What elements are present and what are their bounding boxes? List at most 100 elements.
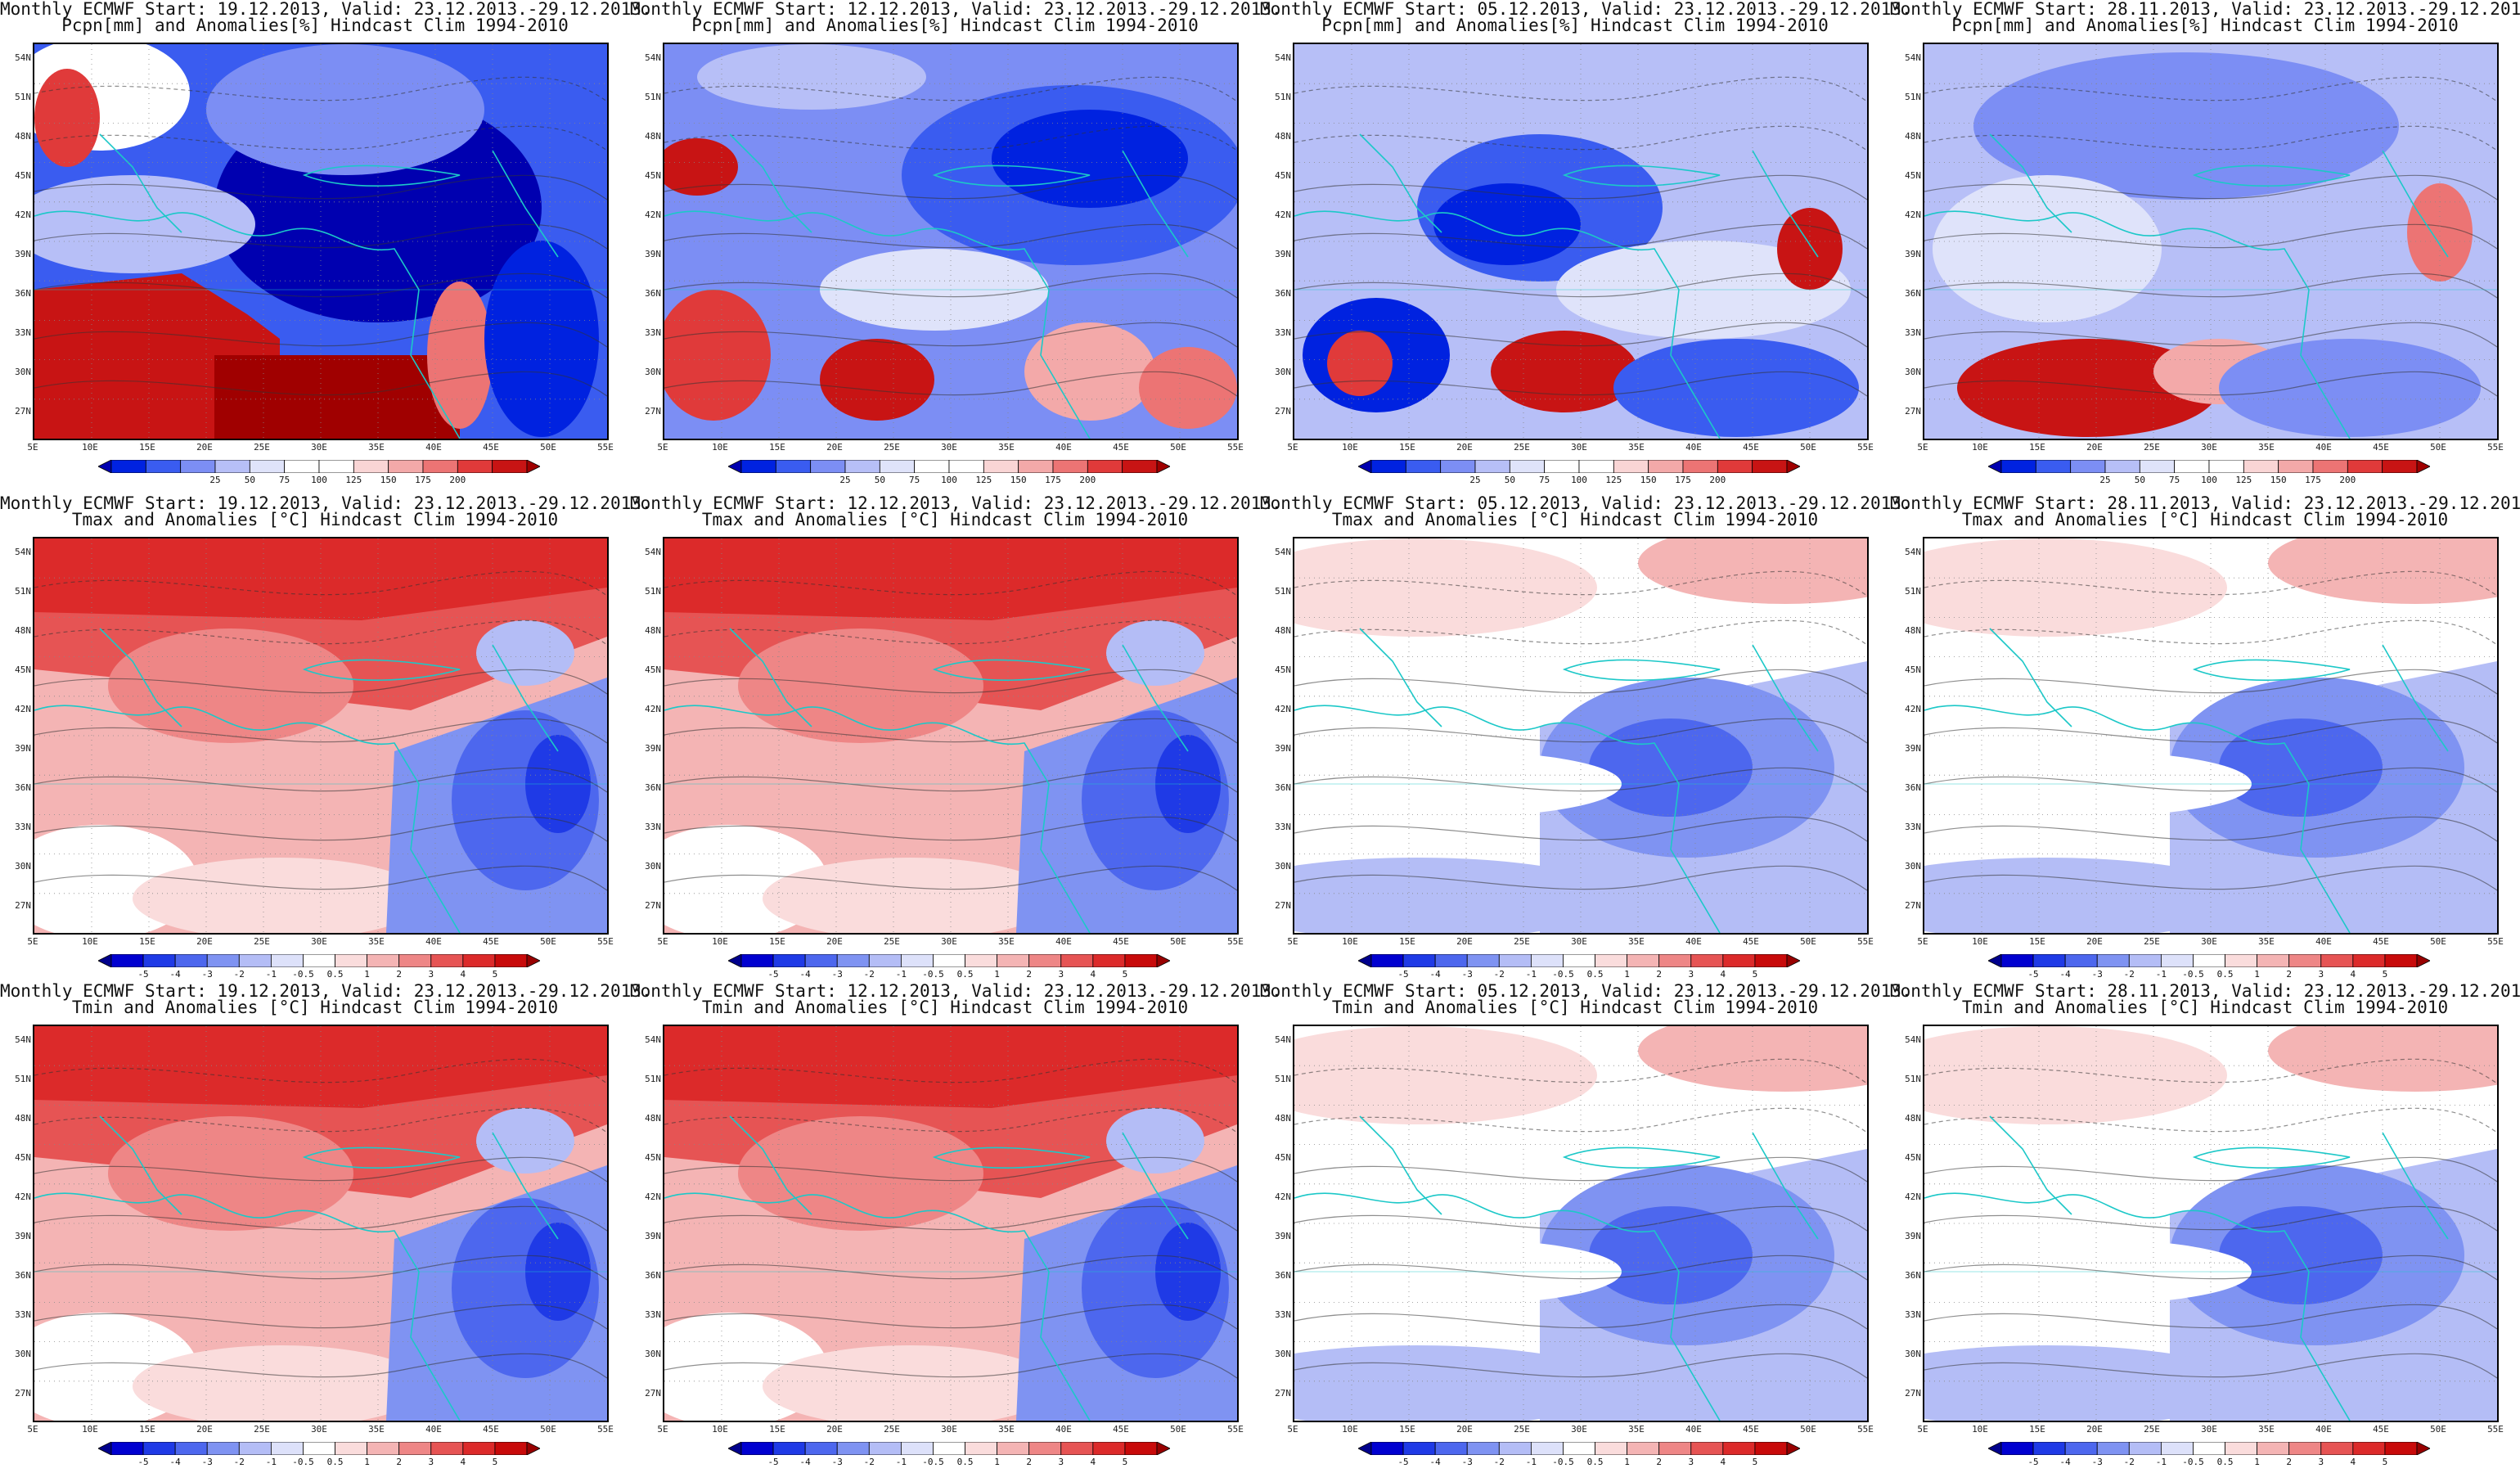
colorbar	[98, 954, 540, 967]
colorbar-tick-label: 5	[1122, 969, 1128, 980]
longitude-tick-label: 40E	[1055, 1424, 1072, 1435]
longitude-tick-label: 5E	[657, 1424, 668, 1435]
longitude-tick-label: 30E	[1571, 442, 1587, 453]
colorbar-swatch	[933, 954, 965, 967]
latitude-tick-label: 30N	[1905, 1349, 1921, 1359]
colorbar-swatch	[335, 954, 368, 967]
colorbar-tick-label: -2	[1493, 1457, 1505, 1467]
colorbar-tick-label: -3	[1461, 969, 1473, 980]
latitude-tick-label: 45N	[15, 1152, 31, 1163]
colorbar-tick-label: 50	[244, 475, 255, 485]
longitude-tick-label: 25E	[884, 442, 900, 453]
colorbar-swatch	[2384, 1442, 2418, 1455]
colorbar-tick-label: -2	[863, 1457, 875, 1467]
contour-lines	[664, 1058, 1237, 1379]
longitude-tick-label: 50E	[1170, 936, 1186, 947]
colorbar-tick-label: 100	[311, 475, 327, 485]
dry-anomaly-area	[1613, 339, 1859, 437]
colorbar-swatch	[1060, 1442, 1094, 1455]
panel-title: Monthly ECMWF Start: 28.11.2013, Valid: …	[1890, 981, 2520, 1001]
panel-title: Monthly ECMWF Start: 19.12.2013, Valid: …	[0, 981, 652, 1001]
longitude-tick-label: 40E	[425, 1424, 442, 1435]
map-panel: Monthly ECMWF Start: 19.12.2013, Valid: …	[0, 494, 652, 985]
panel-title: Monthly ECMWF Start: 05.12.2013, Valid: …	[1260, 493, 1912, 513]
colorbar-swatch	[1498, 954, 1532, 967]
latitude-tick-label: 36N	[15, 288, 31, 299]
anomaly-field	[34, 538, 607, 933]
longitude-tick-label: 35E	[368, 936, 385, 947]
longitude-tick-label: 45E	[1743, 936, 1759, 947]
colorbar-tick-label: 150	[1640, 475, 1657, 485]
colorbar-tick-label: 0.5	[956, 1457, 974, 1467]
longitude-tick-label: 20E	[826, 1424, 843, 1435]
colorbar-swatch	[2225, 1442, 2258, 1455]
colorbar-swatch	[1370, 460, 1406, 473]
latitude-tick-label: 48N	[645, 625, 661, 636]
colorbar-swatch	[1648, 460, 1684, 473]
coastlines	[34, 1115, 607, 1421]
colorbar	[1988, 954, 2430, 967]
map-plot	[33, 43, 609, 440]
colorbar-swatch	[2225, 954, 2258, 967]
latitude-tick-label: 48N	[15, 131, 31, 142]
colorbar-swatch	[2416, 460, 2430, 473]
colorbar-tick-label: 125	[345, 475, 362, 485]
colorbar-swatch	[2070, 460, 2106, 473]
colorbar-swatch	[526, 460, 540, 473]
colorbar-swatch	[2160, 1442, 2194, 1455]
colorbar-swatch	[933, 1442, 965, 1455]
colorbar-swatch	[844, 460, 880, 473]
latitude-tick-label: 45N	[1905, 664, 1921, 675]
coastlines	[1924, 628, 2497, 933]
latitude-tick-label: 30N	[15, 367, 31, 377]
colorbar-swatch	[2352, 954, 2386, 967]
colorbar-tick-label: 175	[1675, 475, 1691, 485]
longitude-tick-label: 15E	[1399, 936, 1415, 947]
colorbar-tick-label: 3	[1688, 969, 1694, 980]
latitude-tick-label: 51N	[15, 92, 31, 102]
latitude-tick-label: 39N	[15, 249, 31, 259]
latitude-tick-label: 48N	[1275, 1113, 1291, 1124]
wet-anomaly-area	[214, 355, 460, 439]
colorbar-tick-label: -1	[895, 969, 907, 980]
longitude-tick-label: 5E	[1287, 1424, 1298, 1435]
longitude-tick-label: 15E	[2029, 1424, 2045, 1435]
colorbar-swatch	[2193, 1442, 2225, 1455]
longitude-tick-label: 30E	[941, 442, 957, 453]
colorbar-tick-label: 5	[492, 969, 498, 980]
longitude-tick-label: 35E	[368, 1424, 385, 1435]
colorbar-tick-label: 200	[2339, 475, 2356, 485]
warm-anomaly-area	[34, 1026, 607, 1108]
warm-anomaly-area	[664, 1026, 1237, 1108]
colorbar-tick-label: -2	[2123, 1457, 2135, 1467]
map-plot	[1293, 537, 1869, 935]
longitude-tick-label: 5E	[1917, 1424, 1928, 1435]
colorbar-tick-label: 1	[1624, 1457, 1630, 1467]
latitude-tick-label: 45N	[1275, 1152, 1291, 1163]
colorbar-swatch	[1754, 954, 1788, 967]
longitude-tick-label: 35E	[998, 1424, 1015, 1435]
map-plot	[663, 1025, 1239, 1422]
colorbar-swatch	[2000, 1442, 2034, 1455]
longitude-tick-label: 5E	[1917, 442, 1928, 453]
latitude-tick-label: 36N	[1905, 288, 1921, 299]
colorbar-swatch	[214, 460, 250, 473]
longitude-tick-label: 55E	[597, 936, 614, 947]
colorbar-tick-label: -5	[137, 1457, 149, 1467]
map-plot	[33, 1025, 609, 1422]
dry-anomaly-area	[34, 175, 255, 273]
colorbar-swatch	[422, 460, 458, 473]
latitude-tick-label: 48N	[1275, 131, 1291, 142]
longitude-tick-label: 25E	[1514, 1424, 1530, 1435]
colorbar-tick-label: -1	[1525, 1457, 1537, 1467]
longitude-tick-label: 10E	[712, 442, 728, 453]
colorbar-swatch	[2000, 460, 2036, 473]
colorbar-tick-label: 3	[1058, 969, 1064, 980]
latitude-tick-label: 51N	[1905, 1074, 1921, 1084]
latitude-tick-label: 33N	[1275, 822, 1291, 832]
colorbar-swatch	[1060, 954, 1094, 967]
panel-title: Monthly ECMWF Start: 12.12.2013, Valid: …	[630, 493, 1282, 513]
panel-subtitle: Pcpn[mm] and Anomalies[%] Hindcast Clim …	[691, 16, 1199, 35]
wet-anomaly-area	[1139, 347, 1237, 429]
longitude-tick-label: 10E	[82, 442, 98, 453]
